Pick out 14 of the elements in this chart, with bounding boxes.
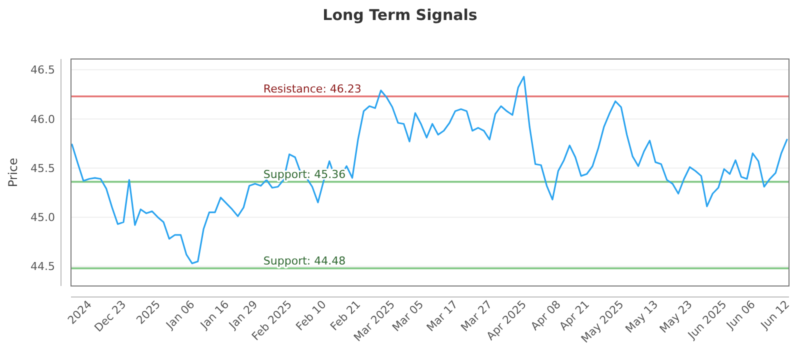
ref-line-label: Resistance: 46.23 (263, 82, 362, 96)
x-tick-label: Jan 06 (162, 298, 198, 332)
y-tick-label: 44.5 (30, 260, 55, 274)
ref-line-label: Support: 44.48 (263, 254, 346, 268)
x-tick-label: Feb 10 (293, 298, 329, 334)
x-tick-label: Mar 17 (424, 298, 460, 334)
y-tick-label: 45.0 (30, 211, 55, 224)
y-tick-label: 46.0 (30, 112, 55, 126)
y-axis-title: Price (6, 158, 20, 188)
x-tick-label: Jun 12 (758, 298, 792, 332)
chart-title: Long Term Signals (322, 6, 478, 24)
x-tick-label: Dec 23 (92, 298, 129, 335)
y-tick-label: 45.5 (30, 162, 55, 175)
y-tick-label: 46.5 (30, 64, 55, 77)
